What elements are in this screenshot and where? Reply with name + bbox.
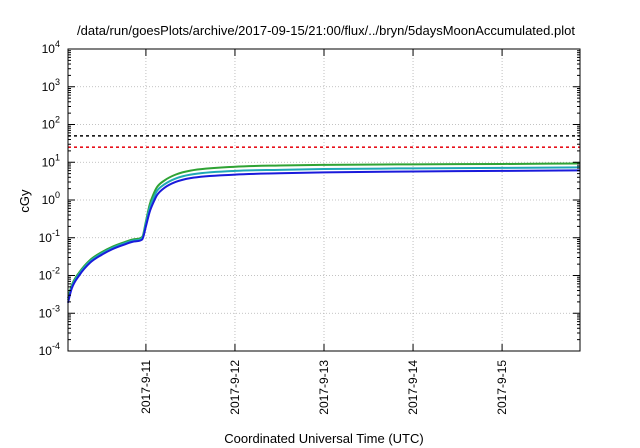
chart-title: /data/run/goesPlots/archive/2017-09-15/2… xyxy=(77,23,575,38)
y-tick-label-exponent: -4 xyxy=(52,341,60,351)
x-axis-label: Coordinated Universal Time (UTC) xyxy=(224,431,423,446)
y-tick-label: 101 xyxy=(42,152,60,169)
y-tick-label-base: 10 xyxy=(39,344,53,358)
x-tick-label: 2017-9-12 xyxy=(228,360,242,415)
y-axis-label: cGy xyxy=(17,189,32,213)
y-tick-label-exponent: -3 xyxy=(52,303,60,313)
y-tick-label-exponent: 2 xyxy=(55,115,60,125)
y-tick-label-base: 10 xyxy=(42,42,56,56)
y-tick-label-exponent: 4 xyxy=(55,39,60,49)
y-tick-label: 10-4 xyxy=(39,341,60,358)
grid xyxy=(68,49,580,351)
y-tick-label-exponent: 0 xyxy=(55,190,60,200)
y-tick-label: 10-1 xyxy=(39,228,60,245)
y-tick-label-base: 10 xyxy=(39,231,53,245)
x-tick-label: 2017-9-14 xyxy=(406,360,420,415)
y-tick-label: 103 xyxy=(42,77,60,94)
y-tick-label: 104 xyxy=(42,39,60,56)
series-line-2 xyxy=(67,166,581,301)
y-tick-label: 100 xyxy=(42,190,60,207)
y-tick-label-base: 10 xyxy=(39,306,53,320)
y-tick-label-exponent: 1 xyxy=(55,152,60,162)
y-tick-label-exponent: -2 xyxy=(52,266,60,276)
y-tick-label-exponent: 3 xyxy=(55,77,60,87)
y-tick-label: 10-3 xyxy=(39,303,60,320)
y-tick-label-base: 10 xyxy=(42,118,56,132)
x-tick-label: 2017-9-15 xyxy=(495,360,509,415)
y-tick-label-base: 10 xyxy=(39,269,53,283)
x-tick-label: 2017-9-11 xyxy=(139,360,153,414)
y-tick-label-exponent: -1 xyxy=(52,228,60,238)
y-tick-label-base: 10 xyxy=(42,155,56,169)
series-line-1 xyxy=(67,162,581,299)
x-tick-label: 2017-9-13 xyxy=(317,360,331,415)
y-tick-label-base: 10 xyxy=(42,80,56,94)
series-line-3 xyxy=(67,169,581,303)
y-tick-label: 10-2 xyxy=(39,266,60,283)
y-tick-label: 102 xyxy=(42,115,60,132)
y-tick-label-base: 10 xyxy=(42,193,56,207)
series-lines xyxy=(67,162,581,303)
threshold-lines xyxy=(68,135,580,149)
x-axis-ticks: 2017-9-11 2017-9-12 2017-9-13 2017-9-14 2017… xyxy=(139,49,509,415)
